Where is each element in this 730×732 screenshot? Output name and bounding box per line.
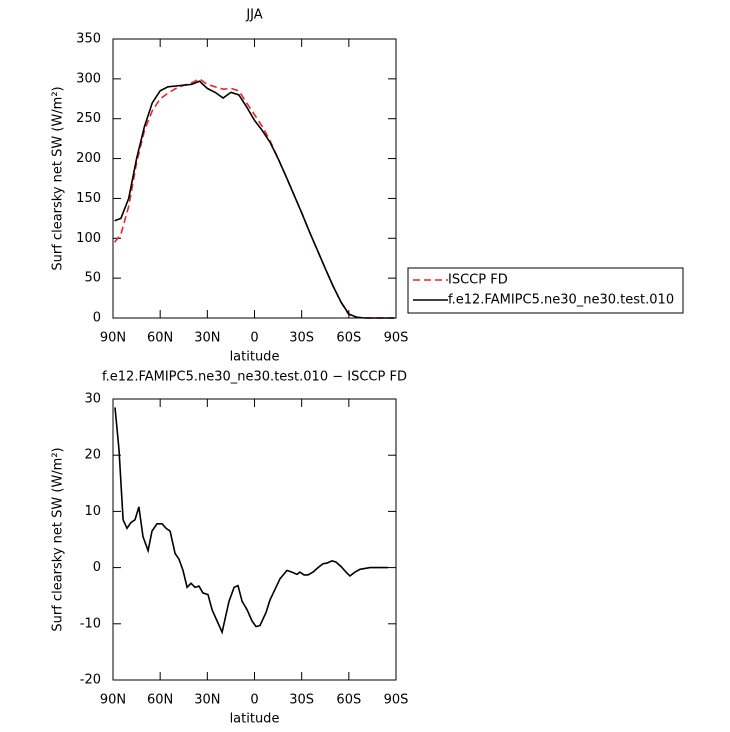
chart-title: f.e12.FAMIPC5.ne30_ne30.test.010 − ISCCP…	[102, 370, 407, 385]
x-tick-label: 90N	[100, 331, 126, 346]
data-line	[113, 77, 395, 319]
y-tick-label: 300	[76, 71, 101, 86]
y-tick-label: 10	[84, 504, 101, 519]
x-axis-label: latitude	[230, 350, 280, 365]
y-axis-label: Surf clearsky net SW (W/m²)	[51, 86, 66, 270]
y-tick-label: 20	[84, 448, 101, 463]
plot-frame	[112, 38, 397, 319]
data-line	[114, 80, 395, 319]
x-tick-label: 30S	[289, 693, 314, 708]
x-tick-label: 30N	[194, 693, 220, 708]
legend-box	[407, 267, 684, 314]
x-axis-label: latitude	[230, 712, 280, 727]
y-tick-label: 50	[84, 271, 101, 286]
y-axis-label: Surf clearsky net SW (W/m²)	[51, 447, 66, 631]
x-tick-label: 60S	[336, 693, 361, 708]
chart-title: JJA	[245, 8, 262, 23]
y-tick-label: 0	[93, 311, 101, 326]
y-tick-label: 200	[76, 151, 101, 166]
x-tick-label: 30N	[194, 331, 220, 346]
x-tick-label: 90N	[100, 693, 126, 708]
x-tick-label: 60S	[336, 331, 361, 346]
x-tick-label: 30S	[289, 331, 314, 346]
x-tick-label: 0	[250, 693, 258, 708]
legend-label: ISCCP FD	[448, 273, 508, 288]
data-line	[114, 407, 388, 635]
y-tick-label: 100	[76, 231, 101, 246]
y-tick-label: 30	[84, 392, 101, 407]
x-tick-label: 60N	[147, 331, 173, 346]
plot-frame	[112, 398, 397, 681]
y-tick-label: -20	[80, 673, 101, 688]
x-tick-label: 90S	[384, 693, 409, 708]
y-tick-label: 0	[93, 560, 101, 575]
y-tick-label: -10	[80, 616, 101, 631]
legend-label: f.e12.FAMIPC5.ne30_ne30.test.010	[448, 293, 674, 308]
x-tick-label: 0	[250, 331, 258, 346]
y-tick-label: 150	[76, 191, 101, 206]
x-tick-label: 60N	[147, 693, 173, 708]
y-tick-label: 350	[76, 32, 101, 47]
x-tick-label: 90S	[384, 331, 409, 346]
y-tick-label: 250	[76, 111, 101, 126]
